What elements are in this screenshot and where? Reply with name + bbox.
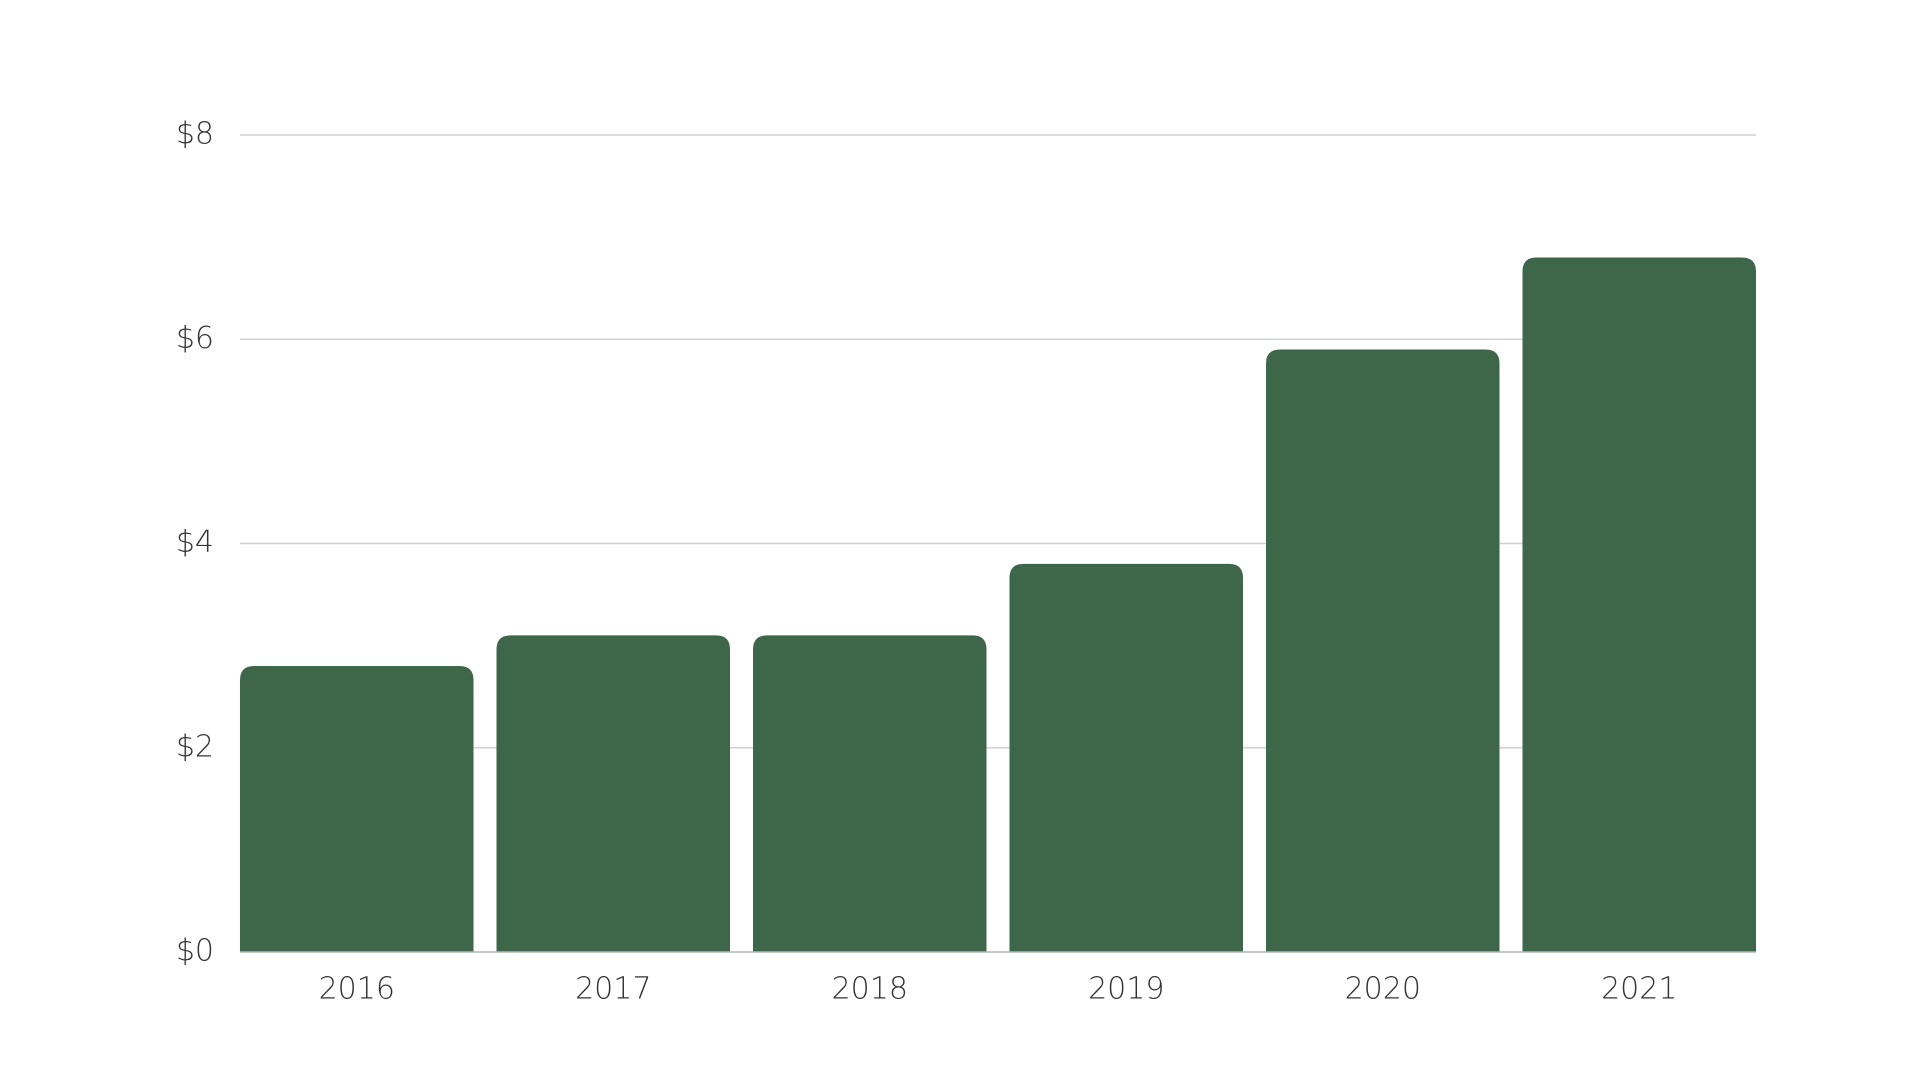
bars [240, 257, 1756, 953]
bar-2020 [1266, 349, 1500, 952]
x-tick-label: 2019 [1088, 972, 1164, 1007]
grid-layer [240, 134, 1756, 749]
x-tick-label: 2020 [1345, 972, 1421, 1007]
y-tick-label: $2 [176, 729, 214, 764]
x-tick-label: 2021 [1601, 972, 1677, 1007]
y-tick-label: $8 [176, 117, 214, 152]
x-tick-label: 2018 [832, 972, 908, 1007]
x-tick-label: 2016 [319, 972, 395, 1007]
bar-2018 [753, 635, 987, 952]
bar-2019 [1009, 563, 1243, 952]
bar-2017 [496, 635, 730, 952]
y-tick-label: $6 [176, 321, 214, 356]
x-axis-tick-labels: 2016 2017 2018 2019 2020 2021 [319, 972, 1678, 1007]
y-axis-tick-labels: $0 $2 $4 $6 $8 [176, 117, 214, 969]
bar-2016 [240, 666, 474, 952]
y-tick-label: $4 [176, 525, 214, 560]
bar-2021 [1522, 257, 1756, 952]
x-tick-label: 2017 [575, 972, 651, 1007]
y-tick-label: $0 [176, 934, 214, 969]
